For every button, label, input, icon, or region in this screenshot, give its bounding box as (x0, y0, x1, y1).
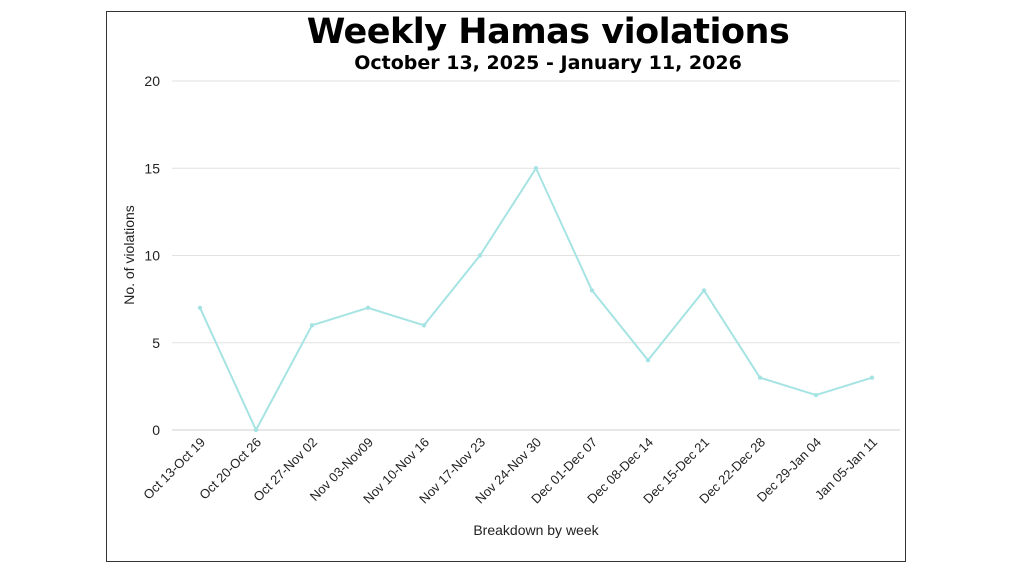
data-point (589, 288, 595, 293)
series-line (199, 167, 873, 431)
y-axis-label: No. of violations (121, 205, 137, 305)
chart-frame (106, 11, 906, 562)
y-axis-ticks: 0 5 10 15 20 (144, 73, 160, 438)
data-point (365, 305, 371, 311)
data-point (253, 427, 259, 433)
data-point (197, 305, 203, 311)
data-point (869, 375, 875, 380)
y-tick-label: 20 (144, 73, 160, 89)
data-point (309, 323, 315, 328)
grid-lines (172, 80, 900, 431)
data-point (813, 392, 819, 398)
y-tick-label: 5 (152, 335, 160, 351)
data-point (701, 288, 707, 293)
data-point (533, 166, 539, 171)
data-point (421, 323, 427, 328)
y-tick-label: 15 (144, 160, 160, 176)
data-point (477, 253, 483, 258)
y-tick-label: 10 (144, 248, 160, 264)
chart-title: Weekly Hamas violations (306, 12, 790, 52)
data-point (645, 358, 651, 363)
x-axis-label: Breakdown by week (473, 522, 599, 538)
series-layer (197, 166, 875, 433)
data-point (757, 375, 763, 380)
y-tick-label: 0 (152, 422, 160, 438)
chart-subtitle: October 13, 2025 - January 11, 2026 (354, 52, 742, 74)
